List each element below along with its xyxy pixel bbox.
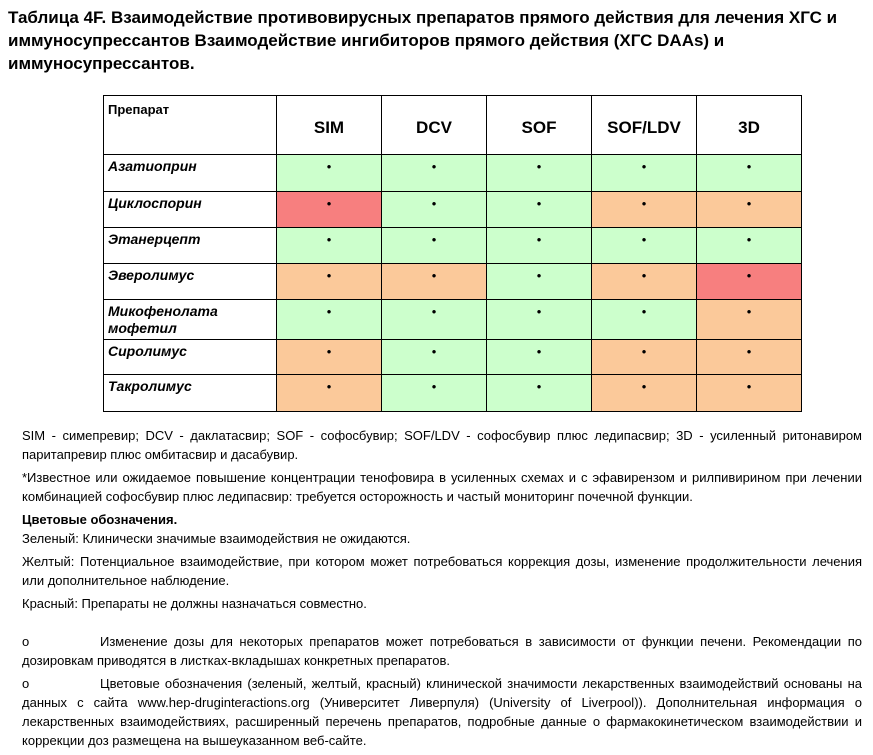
table-row: Такролимус • • • • • [103, 374, 802, 412]
abbreviations: SIM - симепревир; DCV - даклатасвир; SOF… [22, 428, 862, 462]
drug-name: Этанерцепт [103, 227, 277, 264]
interaction-cell: • [591, 227, 697, 264]
header-cell: Препарат [103, 95, 277, 155]
interaction-cell: • [486, 227, 592, 264]
interaction-cell: • [696, 191, 802, 228]
interaction-cell: • [591, 191, 697, 228]
interaction-cell: • [381, 154, 487, 192]
interaction-cell: • [696, 154, 802, 192]
interaction-cell: • [486, 263, 592, 300]
interaction-cell: • [381, 263, 487, 300]
interaction-cell: • [696, 374, 802, 412]
drug-name: Микофенолата мофетил [103, 299, 277, 340]
interaction-cell: • [276, 154, 382, 192]
header-cell: SOF [486, 95, 592, 155]
legend-item: Желтый: Потенциальное взаимодействие, пр… [22, 554, 862, 588]
notes: SIM - симепревир; DCV - даклатасвир; SOF… [22, 426, 862, 750]
interaction-cell: • [276, 227, 382, 264]
interaction-cell: • [276, 191, 382, 228]
header-cell: SIM [276, 95, 382, 155]
interaction-cell: • [696, 263, 802, 300]
drug-name: Азатиоприн [103, 154, 277, 192]
interaction-cell: • [486, 339, 592, 375]
drug-name: Такролимус [103, 374, 277, 412]
table-row: Азатиоприн • • • • • [103, 154, 802, 192]
drug-name: Циклоспорин [103, 191, 277, 228]
header-cell: 3D [696, 95, 802, 155]
legend-title: Цветовые обозначения. [22, 512, 178, 527]
interaction-cell: • [381, 299, 487, 340]
interaction-cell: • [276, 299, 382, 340]
header-cell: DCV [381, 95, 487, 155]
bullets: o Изменение дозы для некоторых препаратов… [22, 632, 862, 750]
bullet-text: Изменение дозы для некоторых препаратов … [22, 634, 862, 668]
interaction-cell: • [381, 191, 487, 228]
interaction-cell: • [591, 374, 697, 412]
interaction-cell: • [486, 191, 592, 228]
interaction-cell: • [486, 154, 592, 192]
drug-name: Сиролимус [103, 339, 277, 375]
footnote: *Известное или ожидаемое повышение конце… [22, 470, 862, 504]
bullet-marker: o [22, 634, 30, 649]
interaction-cell: • [591, 339, 697, 375]
interaction-cell: • [591, 263, 697, 300]
interaction-cell: • [591, 154, 697, 192]
interaction-cell: • [696, 339, 802, 375]
interaction-table: Препарат SIM DCV SOF SOF/LDV 3D Азатиоприн • • • •… [103, 95, 802, 412]
table-row: Сиролимус • • • • • [103, 339, 802, 375]
title: Таблица 4F. Взаимодействие противовирусн… [8, 8, 838, 73]
interaction-cell: • [381, 227, 487, 264]
table-row: Эверолимус • • • • • [103, 263, 802, 300]
interaction-cell: • [381, 339, 487, 375]
bullet-text: Цветовые обозначения (зеленый, желтый, к… [22, 676, 862, 748]
interaction-cell: • [486, 374, 592, 412]
table-row: Циклоспорин • • • • • [103, 191, 802, 228]
bullet-marker: o [22, 676, 30, 691]
legend-item: Красный: Препараты не должны назначаться… [22, 596, 367, 611]
interaction-cell: • [486, 299, 592, 340]
interaction-cell: • [696, 299, 802, 340]
bullet-item: o Цветовые обозначения (зеленый, желтый, … [22, 674, 862, 750]
table-body: Препарат SIM DCV SOF SOF/LDV 3D Азатиоприн • • • •… [103, 95, 802, 412]
interaction-cell: • [276, 263, 382, 300]
interaction-cell: • [591, 299, 697, 340]
table-row: Этанерцепт • • • • • [103, 227, 802, 264]
header-cell: SOF/LDV [591, 95, 697, 155]
table-row: Микофенолата мофетил • • • • • [103, 299, 802, 340]
drug-name: Эверолимус [103, 263, 277, 300]
interaction-cell: • [696, 227, 802, 264]
interaction-cell: • [276, 339, 382, 375]
bullet-item: o Изменение дозы для некоторых препаратов… [22, 632, 862, 670]
legend-item: Зеленый: Клинически значимые взаимодейст… [22, 531, 411, 546]
header-row: Препарат SIM DCV SOF SOF/LDV 3D [103, 95, 802, 155]
interaction-cell: • [276, 374, 382, 412]
legend: Зеленый: Клинически значимые взаимодейст… [22, 529, 862, 613]
interaction-cell: • [381, 374, 487, 412]
